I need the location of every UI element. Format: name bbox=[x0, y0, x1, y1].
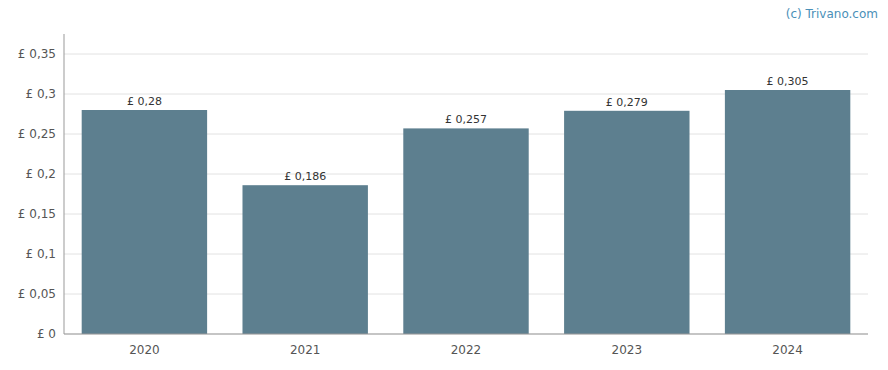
bar bbox=[82, 110, 207, 334]
x-axis-line bbox=[64, 334, 868, 335]
y-tick-label: £ 0,25 bbox=[18, 127, 56, 141]
x-tick-label: 2024 bbox=[772, 343, 803, 357]
data-label: £ 0,257 bbox=[445, 113, 487, 126]
chart-svg: £ 0 £ 0,05 £ 0,1 £ 0,15 £ 0,2 £ 0,25 £ 0,3 £ 0,… bbox=[0, 0, 888, 370]
y-tick-label: £ 0 bbox=[37, 327, 56, 341]
y-axis-line bbox=[64, 34, 65, 334]
data-label: £ 0,279 bbox=[606, 96, 648, 109]
y-tick-label: £ 0,1 bbox=[25, 247, 56, 261]
bar bbox=[242, 185, 367, 334]
x-tick-label: 2021 bbox=[290, 343, 321, 357]
data-label: £ 0,28 bbox=[127, 95, 162, 108]
data-label: £ 0,305 bbox=[767, 75, 809, 88]
bar bbox=[564, 111, 689, 334]
bar bbox=[403, 128, 528, 334]
y-tick-label: £ 0,3 bbox=[25, 87, 56, 101]
data-label: £ 0,186 bbox=[284, 170, 326, 183]
bars bbox=[82, 90, 851, 334]
x-tick-label: 2022 bbox=[451, 343, 482, 357]
x-tick-label: 2020 bbox=[129, 343, 160, 357]
watermark: (c) Trivano.com bbox=[786, 7, 878, 21]
grid bbox=[64, 54, 868, 334]
chart-container: £ 0 £ 0,05 £ 0,1 £ 0,15 £ 0,2 £ 0,25 £ 0,3 £ 0,… bbox=[0, 0, 888, 370]
grid-line bbox=[64, 54, 868, 55]
y-tick-label: £ 0,05 bbox=[18, 287, 56, 301]
data-labels: £ 0,28 £ 0,186 £ 0,257 £ 0,279 £ 0,305 bbox=[127, 75, 809, 183]
y-axis: £ 0 £ 0,05 £ 0,1 £ 0,15 £ 0,2 £ 0,25 £ 0,3 £ 0,… bbox=[18, 34, 64, 341]
y-tick-label: £ 0,15 bbox=[18, 207, 56, 221]
x-axis: 2020 2021 2022 2023 2024 bbox=[64, 334, 868, 357]
bar bbox=[725, 90, 850, 334]
grid-line bbox=[64, 334, 868, 335]
y-tick-label: £ 0,2 bbox=[25, 167, 56, 181]
y-tick-label: £ 0,35 bbox=[18, 47, 56, 61]
x-tick-label: 2023 bbox=[612, 343, 643, 357]
